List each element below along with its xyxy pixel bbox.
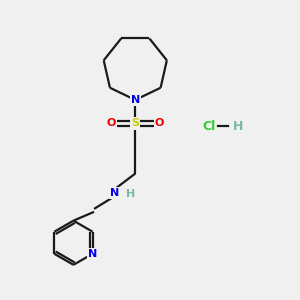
Text: N: N: [131, 95, 140, 105]
Text: H: H: [233, 120, 243, 133]
Text: N: N: [88, 249, 97, 259]
Text: H: H: [126, 189, 136, 199]
Text: Cl: Cl: [202, 120, 215, 133]
Text: S: S: [131, 118, 139, 128]
Text: N: N: [110, 188, 119, 198]
Text: O: O: [155, 118, 164, 128]
Text: O: O: [106, 118, 116, 128]
